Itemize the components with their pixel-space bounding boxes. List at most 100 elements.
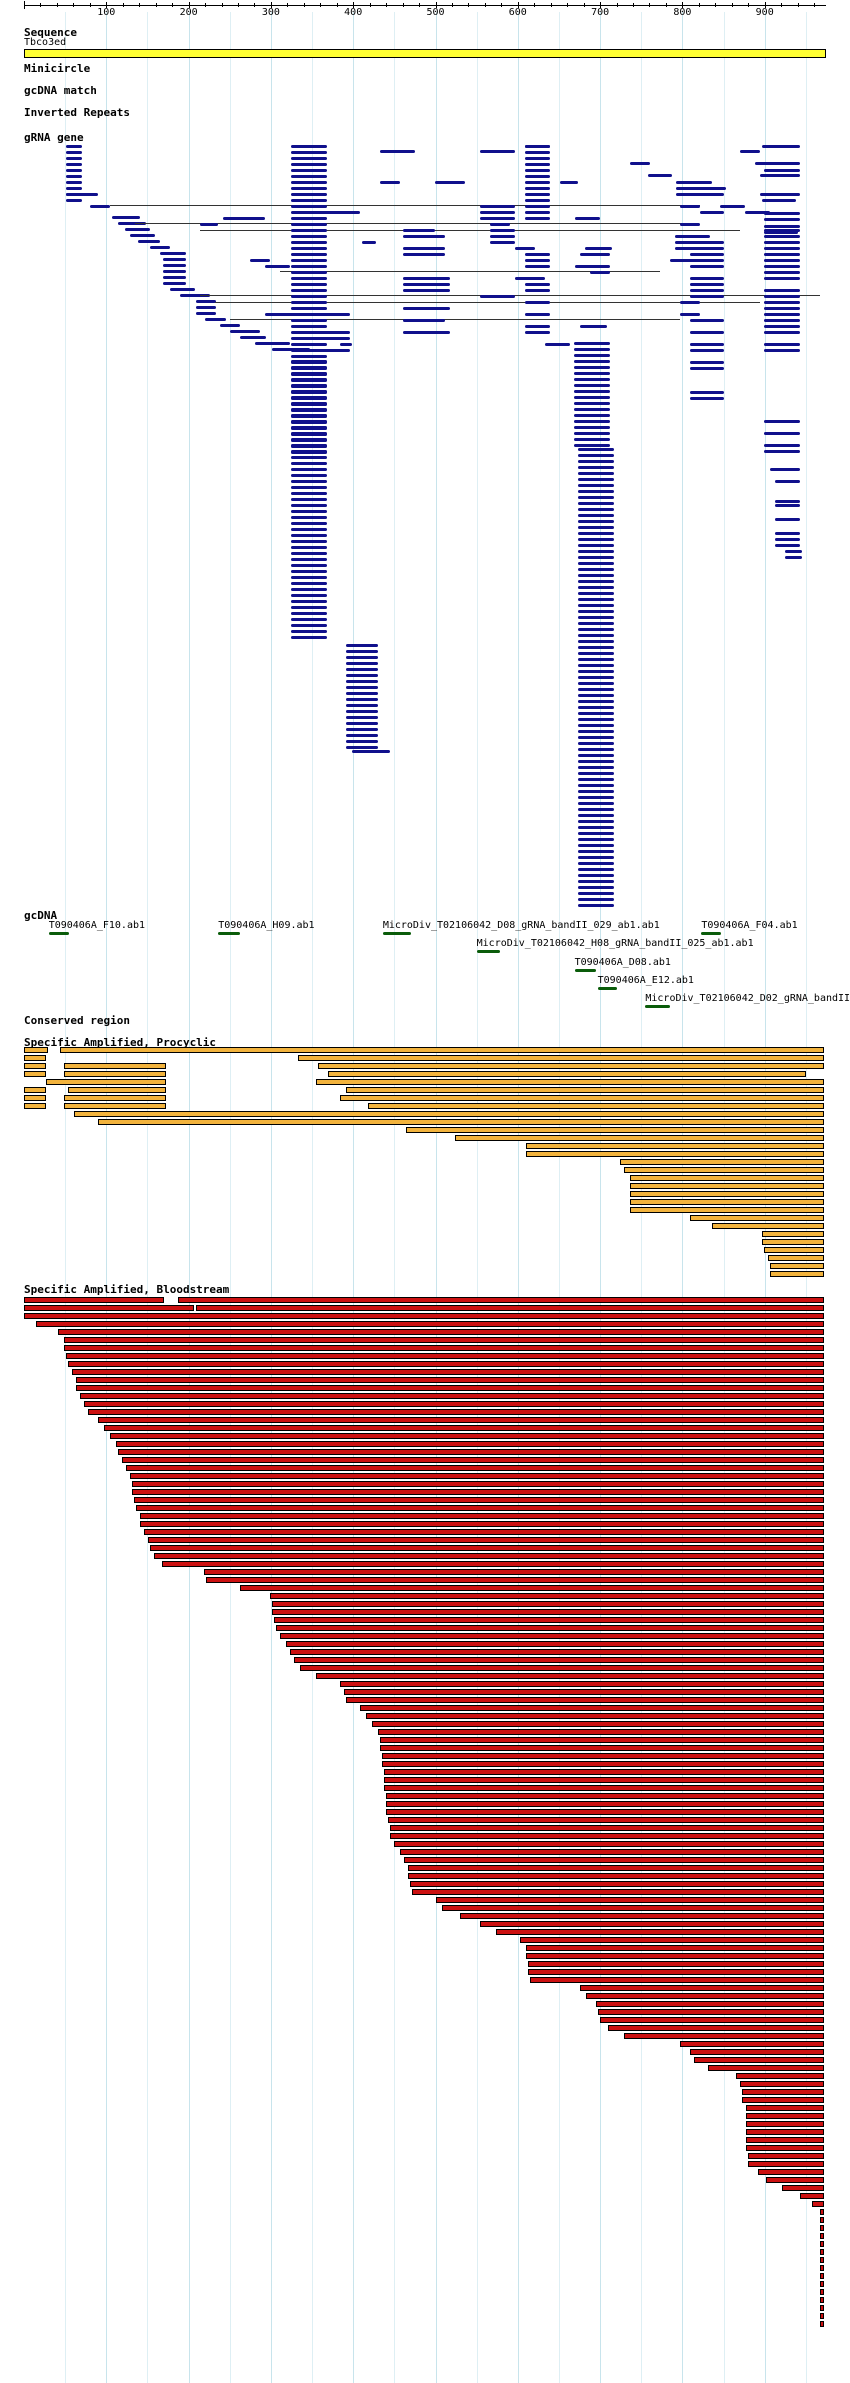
- grna-gene-feature[interactable]: [291, 426, 327, 429]
- grna-gene-feature[interactable]: [578, 724, 614, 727]
- grna-gene-feature[interactable]: [291, 564, 327, 567]
- bloodstream-amplified-region[interactable]: [820, 2257, 824, 2263]
- grna-gene-feature[interactable]: [291, 636, 327, 639]
- grna-gene-feature[interactable]: [525, 199, 550, 202]
- grna-gene-feature[interactable]: [291, 277, 327, 280]
- grna-gene-feature[interactable]: [676, 193, 724, 196]
- grna-gene-feature[interactable]: [525, 253, 550, 256]
- grna-gene-feature[interactable]: [740, 150, 760, 153]
- procyclic-amplified-region[interactable]: [770, 1263, 824, 1269]
- grna-gene-feature[interactable]: [578, 622, 614, 625]
- bloodstream-amplified-region[interactable]: [586, 1993, 824, 1999]
- bloodstream-amplified-region[interactable]: [204, 1569, 824, 1575]
- grna-gene-feature[interactable]: [680, 313, 700, 316]
- bloodstream-amplified-region[interactable]: [400, 1849, 824, 1855]
- gcdna-feature-bar[interactable]: [645, 1005, 671, 1008]
- grna-gene-feature[interactable]: [764, 277, 800, 280]
- bloodstream-amplified-region[interactable]: [596, 2001, 824, 2007]
- grna-gene-feature[interactable]: [66, 175, 82, 178]
- grna-gene-feature[interactable]: [480, 217, 515, 220]
- grna-gene-feature[interactable]: [578, 862, 614, 865]
- grna-gene-feature[interactable]: [578, 598, 614, 601]
- bloodstream-amplified-region[interactable]: [746, 2129, 824, 2135]
- grna-gene-feature[interactable]: [346, 662, 378, 665]
- grna-gene-feature[interactable]: [340, 343, 352, 346]
- grna-gene-feature[interactable]: [578, 550, 614, 553]
- grna-gene-feature[interactable]: [764, 301, 800, 304]
- grna-gene-feature[interactable]: [66, 163, 82, 166]
- grna-gene-feature[interactable]: [291, 456, 327, 459]
- bloodstream-amplified-region[interactable]: [66, 1353, 824, 1359]
- grna-gene-feature[interactable]: [578, 526, 614, 529]
- bloodstream-amplified-region[interactable]: [126, 1465, 824, 1471]
- procyclic-amplified-region[interactable]: [328, 1071, 806, 1077]
- bloodstream-amplified-region[interactable]: [390, 1825, 824, 1831]
- bloodstream-amplified-region[interactable]: [178, 1297, 824, 1303]
- bloodstream-amplified-region[interactable]: [530, 1977, 824, 1983]
- grna-gene-feature[interactable]: [578, 604, 614, 607]
- bloodstream-amplified-region[interactable]: [148, 1537, 824, 1543]
- grna-gene-feature[interactable]: [291, 510, 327, 513]
- procyclic-amplified-region[interactable]: [768, 1255, 824, 1261]
- grna-gene-feature[interactable]: [574, 396, 610, 399]
- grna-gene-feature[interactable]: [163, 264, 186, 267]
- grna-gene-feature[interactable]: [291, 157, 327, 160]
- procyclic-amplified-region[interactable]: [630, 1199, 824, 1205]
- grna-gene-feature[interactable]: [346, 740, 378, 743]
- bloodstream-amplified-region[interactable]: [820, 2281, 824, 2287]
- bloodstream-amplified-region[interactable]: [290, 1649, 824, 1655]
- gcdna-feature-bar[interactable]: [476, 950, 500, 953]
- bloodstream-amplified-region[interactable]: [382, 1753, 824, 1759]
- grna-gene-feature[interactable]: [578, 880, 614, 883]
- bloodstream-amplified-region[interactable]: [162, 1561, 824, 1567]
- grna-gene-feature[interactable]: [578, 796, 614, 799]
- grna-gene-feature[interactable]: [380, 150, 415, 153]
- grna-gene-feature[interactable]: [580, 325, 607, 328]
- grna-gene-feature[interactable]: [745, 211, 770, 214]
- grna-gene-feature[interactable]: [764, 247, 800, 250]
- procyclic-amplified-region[interactable]: [74, 1111, 824, 1117]
- grna-gene-feature[interactable]: [346, 686, 378, 689]
- grna-gene-feature[interactable]: [690, 343, 724, 346]
- bloodstream-amplified-region[interactable]: [820, 2305, 824, 2311]
- grna-gene-feature[interactable]: [578, 856, 614, 859]
- grna-gene-feature[interactable]: [578, 556, 614, 559]
- procyclic-amplified-region[interactable]: [340, 1095, 824, 1101]
- grna-gene-feature[interactable]: [66, 193, 98, 196]
- grna-gene-feature[interactable]: [578, 688, 614, 691]
- bloodstream-amplified-region[interactable]: [68, 1361, 824, 1367]
- grna-gene-feature[interactable]: [291, 211, 327, 214]
- gcdna-feature-label[interactable]: T090406A_F04.ab1: [701, 920, 798, 931]
- bloodstream-amplified-region[interactable]: [624, 2033, 824, 2039]
- grna-gene-feature[interactable]: [578, 898, 614, 901]
- grna-gene-feature[interactable]: [525, 187, 550, 190]
- grna-gene-feature[interactable]: [578, 646, 614, 649]
- grna-gene-feature[interactable]: [575, 265, 610, 268]
- bloodstream-amplified-region[interactable]: [820, 2233, 824, 2239]
- bloodstream-amplified-region[interactable]: [76, 1385, 824, 1391]
- grna-gene-feature[interactable]: [346, 722, 378, 725]
- grna-gene-feature[interactable]: [150, 246, 170, 249]
- grna-gene-feature[interactable]: [291, 396, 327, 399]
- grna-gene-feature[interactable]: [578, 610, 614, 613]
- procyclic-amplified-region[interactable]: [690, 1215, 824, 1221]
- procyclic-amplified-region[interactable]: [24, 1055, 46, 1061]
- grna-gene-feature[interactable]: [578, 544, 614, 547]
- grna-gene-feature[interactable]: [525, 181, 550, 184]
- grna-gene-feature[interactable]: [574, 444, 610, 447]
- grna-gene-feature[interactable]: [578, 790, 614, 793]
- bloodstream-amplified-region[interactable]: [748, 2161, 824, 2167]
- grna-gene-feature[interactable]: [578, 814, 614, 817]
- grna-gene-feature[interactable]: [775, 538, 800, 541]
- bloodstream-amplified-region[interactable]: [736, 2073, 824, 2079]
- grna-gene-feature[interactable]: [574, 414, 610, 417]
- bloodstream-amplified-region[interactable]: [820, 2209, 824, 2215]
- grna-gene-feature[interactable]: [291, 313, 327, 316]
- grna-gene-feature[interactable]: [315, 313, 350, 316]
- grna-gene-feature[interactable]: [223, 217, 265, 220]
- procyclic-amplified-region[interactable]: [24, 1087, 46, 1093]
- grna-gene-feature[interactable]: [66, 199, 82, 202]
- grna-gene-feature[interactable]: [291, 534, 327, 537]
- bloodstream-amplified-region[interactable]: [132, 1481, 824, 1487]
- grna-gene-feature[interactable]: [764, 444, 800, 447]
